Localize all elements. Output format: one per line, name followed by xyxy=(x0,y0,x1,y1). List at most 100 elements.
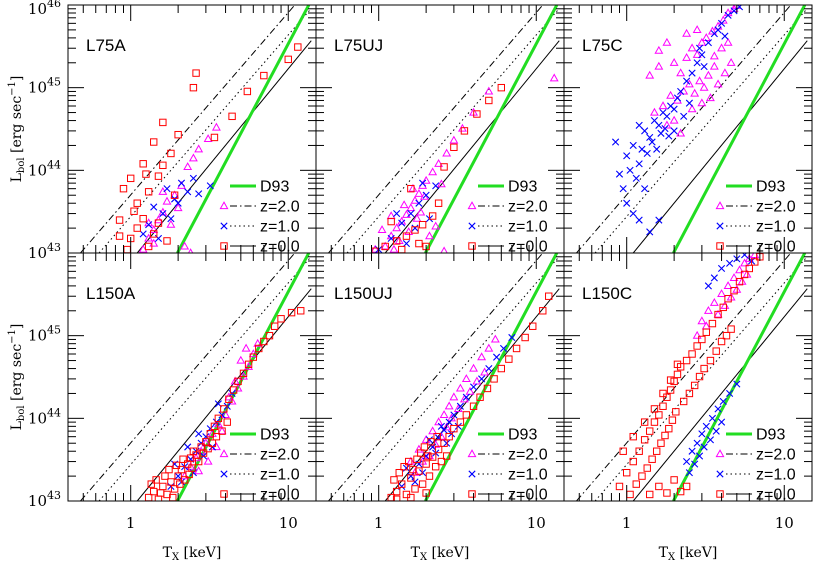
panel-0: D93 z=2.0 z=1.0 z=0.0 L75A xyxy=(80,5,312,256)
point-triangle xyxy=(713,79,723,88)
point-triangle xyxy=(726,57,736,66)
legend-marker-triangle xyxy=(467,201,477,210)
y-tick-label: 1045 xyxy=(28,76,61,97)
panel-frame xyxy=(563,252,813,502)
legend-label: z=0.0 xyxy=(260,239,300,256)
point-square xyxy=(150,230,158,238)
tick-labels: 1 10 1 10 1 10 1043 1044 1045 1046 1043 1044 1045 xyxy=(28,0,794,532)
ref-line-self-similar-z2 xyxy=(80,5,296,253)
point-square xyxy=(392,495,401,501)
point-cross xyxy=(695,44,704,52)
point-square xyxy=(434,199,443,207)
point-cross xyxy=(415,460,423,468)
point-square xyxy=(490,375,498,383)
point-triangle xyxy=(419,191,429,200)
point-triangle xyxy=(421,175,431,184)
point-triangle xyxy=(662,37,672,46)
point-cross xyxy=(717,418,726,426)
point-triangle xyxy=(203,134,213,143)
point-triangle xyxy=(386,211,396,220)
point-triangle xyxy=(241,343,251,352)
point-square xyxy=(428,453,437,461)
legend-marker-cross xyxy=(716,222,724,230)
point-triangle xyxy=(705,93,715,102)
point-cross xyxy=(154,234,163,243)
point-square xyxy=(497,364,506,373)
point-cross xyxy=(673,94,682,102)
x-tick-label: 10 xyxy=(279,514,298,532)
point-cross xyxy=(717,19,726,27)
panel-2: D93 z=2.0 z=1.0 z=0.0 L75C xyxy=(576,5,808,256)
point-cross xyxy=(492,353,501,361)
point-triangle xyxy=(170,190,180,199)
point-square xyxy=(119,184,128,193)
point-square xyxy=(420,443,429,451)
point-square xyxy=(411,485,419,493)
point-cross xyxy=(145,221,153,229)
legend-label: z=2.0 xyxy=(756,447,796,464)
point-square xyxy=(229,386,238,394)
ref-line-self-similar-z0 xyxy=(384,288,560,501)
point-triangle xyxy=(239,371,248,380)
point-square xyxy=(717,337,726,346)
point-triangle xyxy=(718,15,728,24)
point-triangle xyxy=(720,300,730,309)
point-cross xyxy=(714,26,722,34)
point-cross xyxy=(710,274,718,282)
point-square xyxy=(695,372,704,381)
point-triangle xyxy=(444,401,454,410)
point-square xyxy=(223,418,231,426)
point-cross xyxy=(726,389,734,398)
legend-marker-square xyxy=(220,490,228,498)
point-square xyxy=(702,328,710,336)
point-cross xyxy=(195,190,203,198)
point-triangle xyxy=(654,45,664,54)
point-triangle xyxy=(713,21,723,30)
point-square xyxy=(297,307,305,315)
point-triangle xyxy=(436,431,446,440)
panel-title-l75uj: L75UJ xyxy=(334,36,383,55)
x-axis-label: TX [keV] xyxy=(411,545,470,562)
point-cross xyxy=(415,199,423,207)
point-cross xyxy=(677,87,685,96)
point-triangle xyxy=(703,70,713,79)
point-triangle xyxy=(709,61,719,70)
legend-label: z=2.0 xyxy=(260,199,300,216)
point-square xyxy=(735,277,744,286)
point-square xyxy=(700,364,708,373)
point-square xyxy=(640,418,649,426)
point-square xyxy=(440,163,448,171)
point-triangle xyxy=(729,273,739,281)
point-square xyxy=(751,258,759,266)
point-cross xyxy=(691,460,699,468)
point-triangle xyxy=(394,236,404,245)
point-square xyxy=(615,482,624,491)
point-square xyxy=(142,170,150,178)
point-square xyxy=(404,457,413,466)
point-square xyxy=(497,83,506,92)
point-triangle xyxy=(449,135,459,144)
point-triangle xyxy=(701,33,711,41)
point-triangle xyxy=(461,374,471,382)
point-triangle xyxy=(253,338,263,347)
point-triangle xyxy=(723,37,733,46)
point-triangle xyxy=(713,309,723,318)
point-triangle xyxy=(370,244,380,253)
point-square xyxy=(249,353,258,361)
point-triangle xyxy=(465,386,475,395)
point-square xyxy=(673,360,682,369)
point-square xyxy=(179,455,187,463)
point-cross xyxy=(422,191,430,199)
ref-line-self-similar-z0 xyxy=(632,40,808,253)
legend-marker-cross xyxy=(220,470,228,478)
point-cross xyxy=(208,443,216,451)
point-triangle xyxy=(695,76,705,85)
point-cross xyxy=(735,5,744,11)
point-triangle xyxy=(188,153,198,162)
point-triangle xyxy=(669,57,679,66)
point-square xyxy=(650,405,659,413)
point-triangle xyxy=(455,383,465,392)
point-square xyxy=(529,322,537,330)
point-square xyxy=(392,487,401,496)
